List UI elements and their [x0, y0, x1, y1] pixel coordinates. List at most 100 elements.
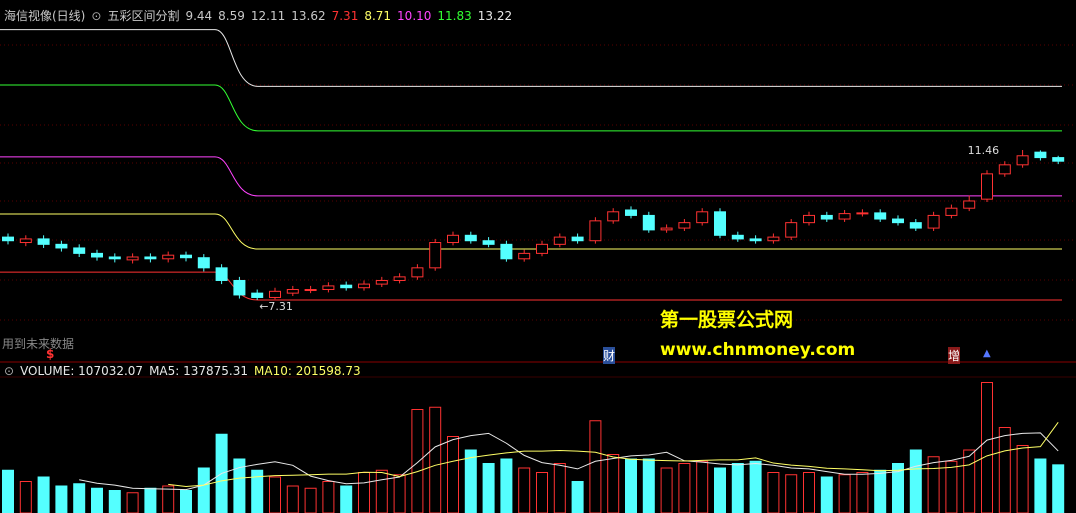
volume-bar	[731, 463, 744, 513]
volume-bar	[767, 472, 780, 513]
volume-bar	[197, 467, 210, 513]
volume-bar	[838, 474, 851, 513]
volume-bar	[358, 472, 370, 513]
volume-bar	[998, 427, 1011, 513]
candle-body	[678, 222, 691, 229]
low-label: ←7.31	[259, 300, 293, 313]
volume-bar	[518, 467, 531, 513]
volume-bar	[553, 463, 566, 513]
candle-body	[73, 247, 86, 254]
volume-bar	[73, 483, 86, 513]
candle-body	[55, 243, 68, 249]
candle-body	[625, 209, 637, 216]
candle-body	[37, 238, 50, 245]
volume-bar	[696, 460, 709, 513]
header-value: 9.44	[185, 9, 213, 23]
chart-title: 海信视像(日线)	[4, 9, 86, 23]
header-value: 10.10	[397, 9, 432, 23]
volume-bar	[108, 490, 121, 513]
volume-bar	[963, 449, 976, 513]
candle-body	[215, 267, 228, 281]
volume-bar	[233, 458, 246, 513]
volume-bar	[589, 420, 602, 513]
candle-body	[660, 227, 673, 231]
annotation: 财	[603, 347, 616, 364]
candle-body	[909, 222, 922, 229]
volume-bar	[91, 487, 103, 513]
volume-bar	[909, 449, 922, 513]
band-step	[214, 213, 259, 250]
candle-body	[251, 292, 264, 298]
volume-bar	[2, 469, 14, 513]
header-value: 11.83	[437, 9, 472, 23]
candle-body	[447, 234, 459, 244]
volume-bar	[678, 463, 691, 513]
volume-bar	[144, 487, 157, 513]
volume-bar	[286, 485, 299, 513]
candle-body	[998, 164, 1011, 175]
annotation: $	[46, 347, 55, 361]
volume-bar	[375, 469, 388, 513]
candle-body	[429, 242, 442, 269]
high-label: 11.46	[968, 144, 1000, 157]
candle-body	[571, 236, 584, 242]
volume-bar	[820, 476, 833, 513]
annotation: 用到未来数据	[2, 337, 75, 351]
candle-body	[1052, 157, 1065, 162]
candle-body	[856, 212, 869, 215]
candle-body	[233, 279, 246, 296]
candle-body	[108, 256, 121, 260]
volume-bar	[55, 485, 68, 513]
candle-body	[892, 218, 904, 224]
volume-values: VOLUME: 107032.07 MA5: 137875.31 MA10: 201…	[20, 364, 367, 378]
candle-body	[375, 279, 388, 285]
candle-body	[874, 212, 887, 220]
candle-body	[981, 173, 993, 200]
candle-body	[838, 213, 851, 220]
band-step	[214, 29, 259, 87]
candle-body	[322, 285, 335, 291]
band-step	[214, 156, 259, 197]
header-value: MA10: 201598.73	[254, 364, 361, 378]
volume-bar	[625, 458, 637, 513]
volume-bar	[927, 456, 940, 513]
volume-bar	[162, 485, 175, 513]
watermark: 第一股票公式网	[660, 309, 794, 331]
candle-body	[197, 257, 210, 269]
volume-bar	[1016, 445, 1029, 513]
volume-bar	[536, 472, 548, 513]
candle-body	[785, 222, 798, 238]
volume-bar	[37, 476, 50, 513]
indicator-name: 五彩区间分割	[107, 9, 180, 23]
volume-bar	[714, 467, 726, 513]
volume-bar	[500, 458, 513, 513]
annotation: 增	[948, 347, 961, 364]
candle-body	[393, 276, 406, 281]
candle-body	[126, 256, 139, 261]
watermark: www.chnmoney.com	[660, 340, 856, 360]
candle-body	[269, 290, 281, 298]
indicator-values: 9.44 8.59 12.11 13.62 7.31 8.71 10.10 11.83 13.2…	[185, 9, 518, 23]
volume-bar	[803, 472, 815, 513]
volume-bar	[749, 460, 762, 513]
volume-bar	[269, 476, 281, 513]
candle-body	[91, 252, 103, 258]
header-value: 13.22	[477, 9, 513, 23]
volume-bar	[607, 454, 620, 513]
icon[interactable]: ⊙	[91, 9, 102, 23]
candle-body	[803, 214, 815, 224]
candle-body	[642, 214, 655, 231]
volume-bar	[571, 481, 584, 513]
candle-body	[144, 256, 157, 260]
candle-body	[589, 220, 602, 242]
volume-bar	[785, 474, 798, 513]
volume-bar	[482, 463, 495, 513]
volume-bar	[19, 481, 32, 513]
candle-body	[696, 211, 709, 224]
header-value: 7.31	[331, 9, 359, 23]
icon[interactable]: ⊙	[4, 364, 15, 378]
marker: ▲	[983, 348, 991, 359]
header-value: 13.62	[291, 9, 326, 23]
